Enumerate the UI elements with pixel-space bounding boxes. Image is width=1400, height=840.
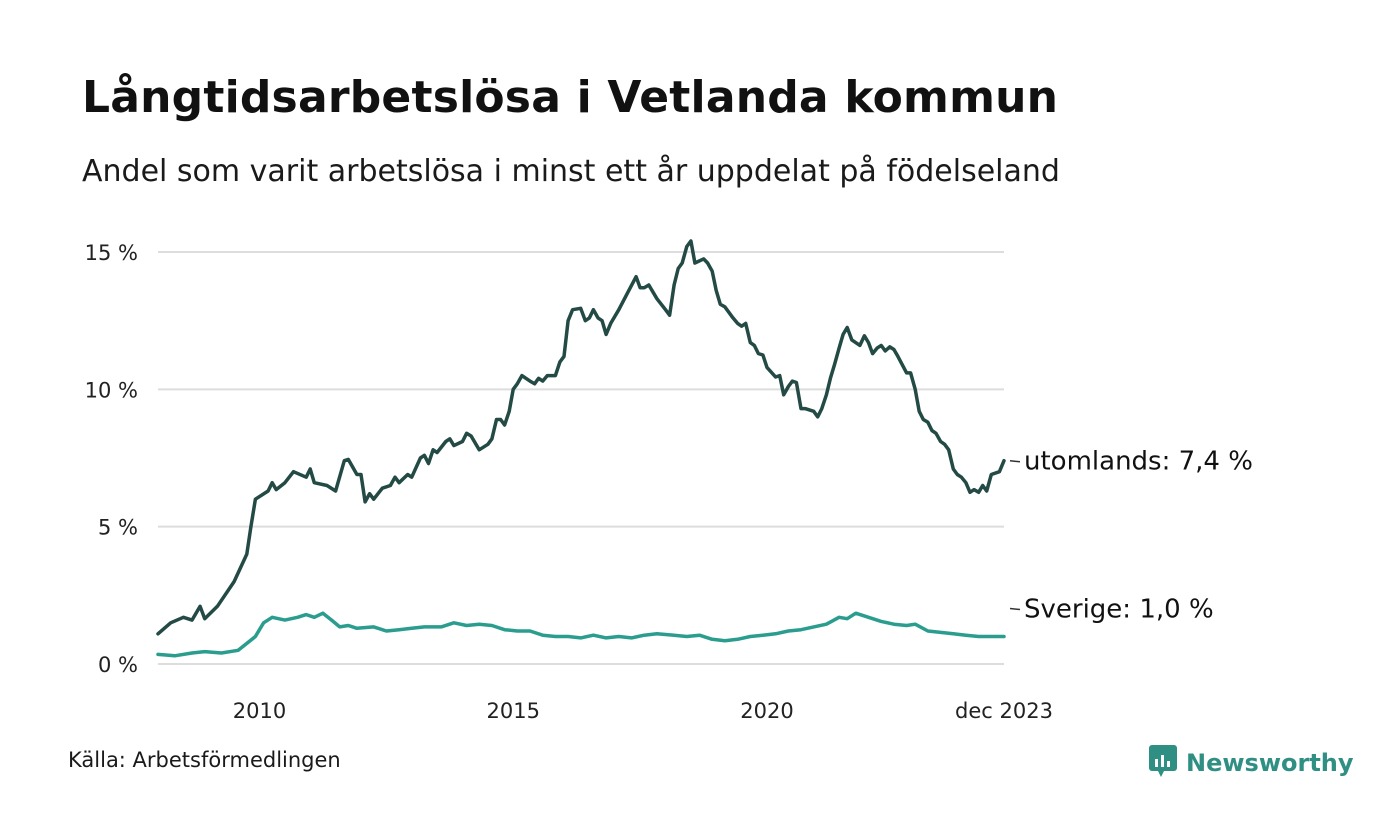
x-axis: 2010 2015 2020 dec 2023	[233, 699, 1053, 723]
brand-logo: Newsworthy	[1148, 744, 1354, 782]
y-axis: 0 % 5 % 10 % 15 %	[85, 241, 138, 677]
y-tick-label: 0 %	[98, 653, 138, 677]
label-leader-line	[1009, 460, 1021, 463]
label-leader-line	[1009, 607, 1021, 611]
source-note: Källa: Arbetsförmedlingen	[68, 748, 341, 772]
gridlines	[158, 251, 1004, 665]
chart-title: Långtidsarbetslösa i Vetlanda kommun	[82, 72, 1059, 123]
series-end-labels: Sverige: 1,0 % utomlands: 7,4 %	[1009, 447, 1253, 625]
x-tick-label: 2010	[233, 699, 286, 723]
newsworthy-logo-icon	[1148, 744, 1178, 782]
x-tick-label: 2020	[740, 699, 793, 723]
y-tick-label: 10 %	[85, 378, 138, 402]
y-tick-label: 5 %	[98, 516, 138, 540]
y-tick-label: 15 %	[85, 241, 138, 265]
series-end-label-utomlands: utomlands: 7,4 %	[1024, 447, 1253, 477]
x-tick-label: dec 2023	[955, 699, 1053, 723]
chart-subtitle: Andel som varit arbetslösa i minst ett å…	[82, 154, 1060, 189]
brand-name: Newsworthy	[1186, 749, 1354, 777]
series-end-label-sverige: Sverige: 1,0 %	[1024, 595, 1214, 625]
series-line-sverige	[156, 611, 1006, 658]
x-tick-label: 2015	[487, 699, 540, 723]
series-lines	[156, 239, 1006, 658]
series-line-utomlands	[156, 239, 1006, 636]
